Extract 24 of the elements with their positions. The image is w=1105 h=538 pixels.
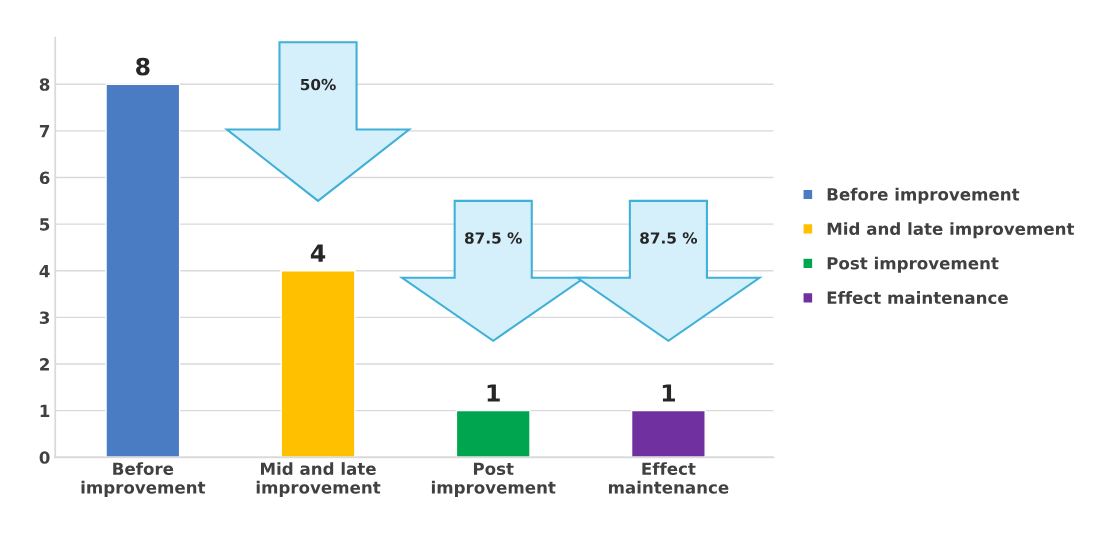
x-tick-label: Effect maintenance	[608, 462, 729, 494]
data-label: 1	[662, 384, 675, 402]
y-tick-label: 0	[39, 451, 50, 464]
data-label: 1	[487, 384, 500, 402]
legend-label: Post improvement	[827, 256, 999, 273]
y-tick-label: 5	[40, 218, 50, 231]
y-tick-label: 6	[39, 171, 50, 185]
y-tick-label: 3	[39, 311, 50, 324]
x-tick-label: Before improvement	[81, 462, 206, 497]
y-tick-label: 7	[39, 125, 50, 138]
annotation: 87.5 %	[464, 232, 522, 244]
legend-label: Mid and late improvement	[827, 222, 1075, 239]
y-tick-label: 2	[40, 358, 49, 371]
legend-label: Effect maintenance	[827, 291, 1008, 305]
y-tick-label: 4	[39, 264, 50, 278]
data-label: 8	[136, 57, 150, 76]
data-label: 4	[310, 244, 326, 262]
y-tick-label: 8	[39, 78, 50, 91]
annotation: 87.5 %	[640, 232, 698, 244]
y-tick-label: 1	[40, 404, 50, 418]
x-tick-label: Post improvement	[431, 462, 556, 497]
legend-label: Before improvement	[827, 187, 1020, 204]
x-tick-label: Mid and late improvement	[256, 462, 381, 497]
annotation: 50%	[300, 78, 336, 91]
